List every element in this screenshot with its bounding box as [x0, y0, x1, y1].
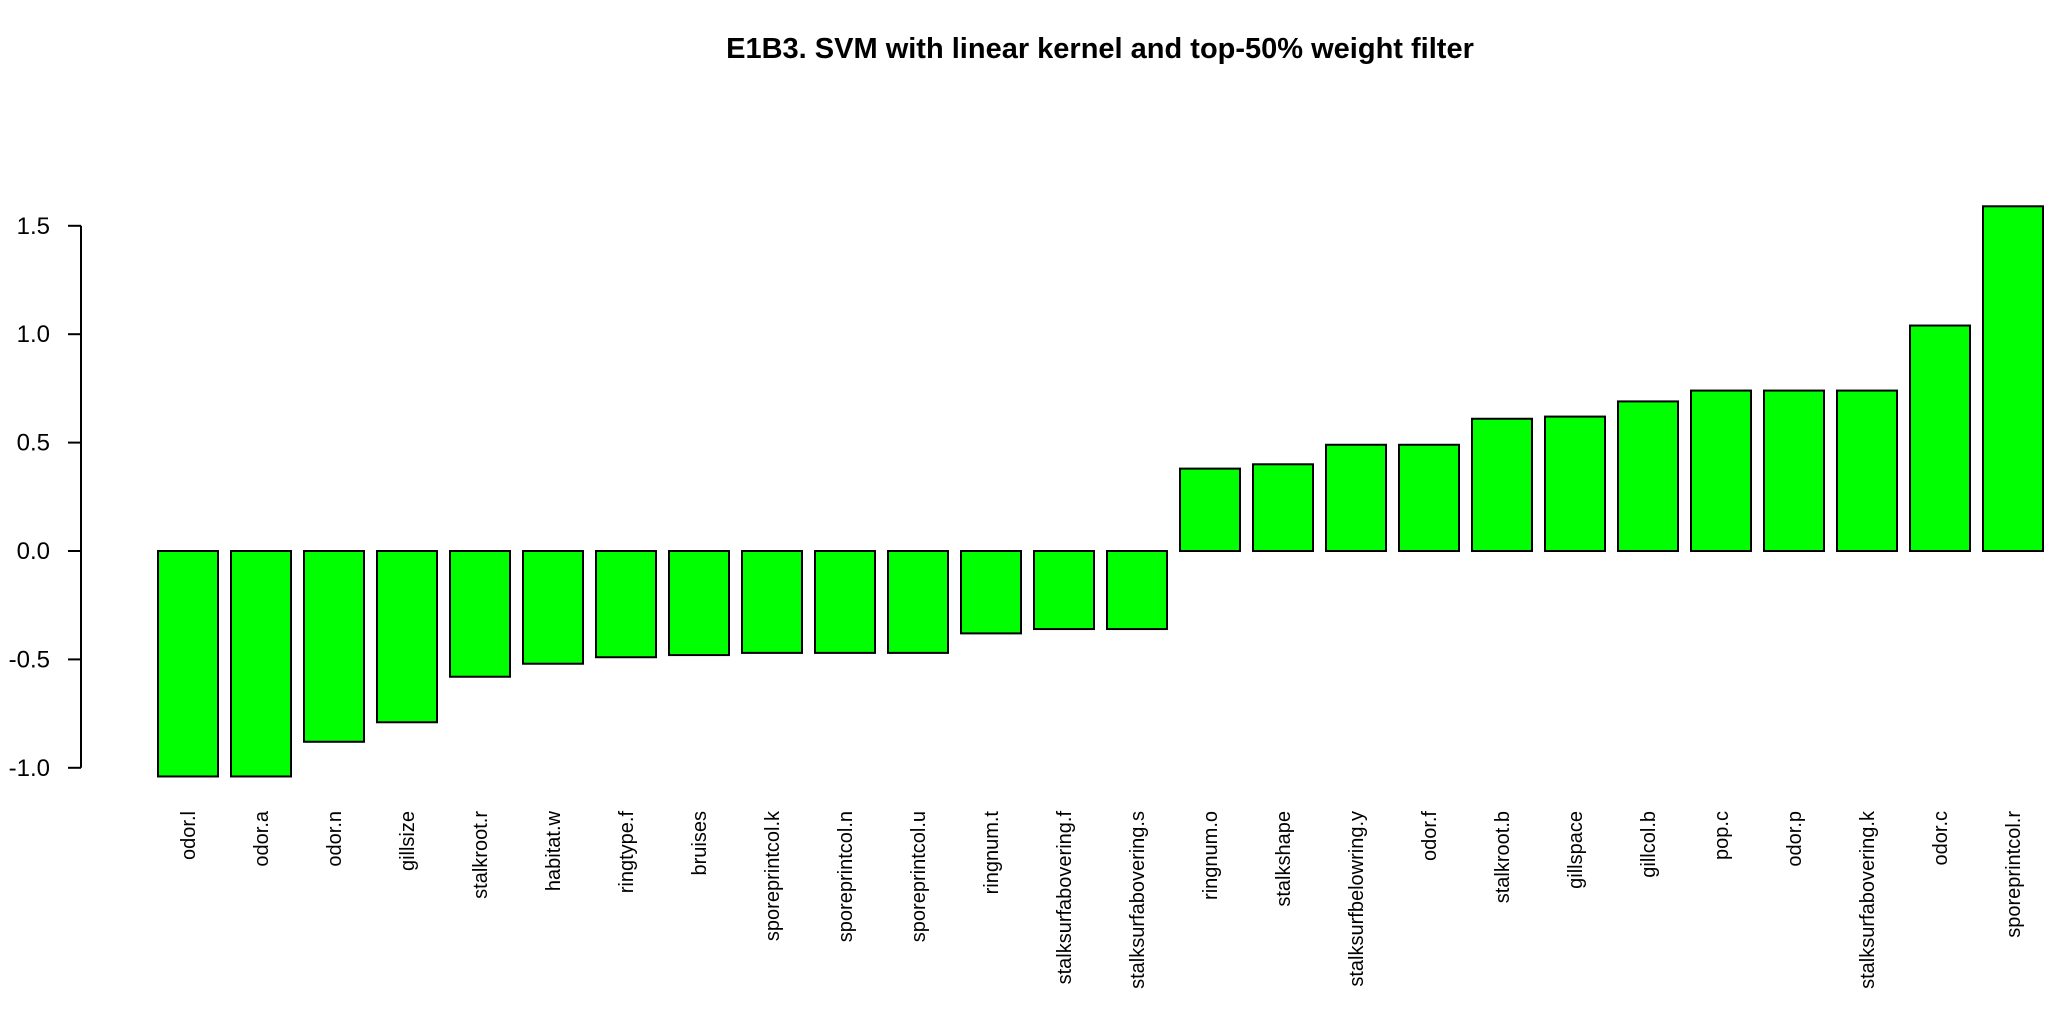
bar-gillsize — [376, 550, 438, 724]
y-tick-label: 1.5 — [17, 213, 50, 240]
chart-title: E1B3. SVM with linear kernel and top-50%… — [726, 33, 1474, 65]
bar-stalksurfabovering.s — [1106, 550, 1168, 631]
bar-odor.c — [1909, 324, 1971, 553]
bar-stalkroot.b — [1471, 417, 1533, 553]
category-label: ringnum.o — [1200, 811, 1222, 900]
bar-sporeprintcol.u — [887, 550, 949, 654]
category-label: ringnum.t — [981, 811, 1003, 895]
category-label: stalkroot.b — [1492, 811, 1514, 903]
bar-pop.c — [1690, 389, 1752, 552]
bar-stalksurfbelowring.y — [1325, 443, 1387, 553]
y-tick-label: 0.5 — [17, 430, 50, 457]
category-label: gillcol.b — [1638, 811, 1660, 878]
bar-gillcol.b — [1617, 400, 1679, 552]
bar-stalkshape — [1252, 463, 1314, 552]
bars — [157, 205, 2044, 778]
category-label: gillsize — [397, 811, 419, 871]
category-label: sporeprintcol.r — [2003, 811, 2025, 938]
category-label: odor.c — [1930, 811, 1952, 865]
bar-odor.f — [1398, 443, 1460, 553]
category-label: gillspace — [1565, 811, 1587, 889]
category-label: stalksurfabovering.s — [1127, 811, 1149, 989]
bar-stalksurfabovering.k — [1836, 389, 1898, 552]
category-label: stalksurfbelowring.y — [1346, 811, 1368, 987]
category-label: stalksurfabovering.f — [1054, 811, 1076, 985]
bar-sporeprintcol.r — [1982, 205, 2044, 552]
category-label: stalkshape — [1273, 811, 1295, 907]
category-label: stalkroot.r — [470, 811, 492, 899]
category-label: odor.p — [1784, 811, 1806, 867]
category-label: odor.l — [178, 811, 200, 860]
bar-stalkroot.r — [449, 550, 511, 678]
y-tick-label: -0.5 — [9, 646, 50, 673]
bar-habitat.w — [522, 550, 584, 665]
bar-sporeprintcol.n — [814, 550, 876, 654]
category-label: habitat.w — [543, 810, 565, 891]
bar-sporeprintcol.k — [741, 550, 803, 654]
y-tick-label: 1.0 — [17, 321, 50, 348]
bar-bruises — [668, 550, 730, 657]
category-label: odor.n — [324, 811, 346, 867]
y-tick-label: -1.0 — [9, 755, 50, 782]
category-label: odor.f — [1419, 811, 1441, 861]
category-label: odor.a — [251, 810, 273, 866]
bar-odor.l — [157, 550, 219, 778]
bar-ringnum.t — [960, 550, 1022, 635]
category-label: sporeprintcol.n — [835, 811, 857, 942]
y-axis: -1.0 -0.5 0.0 0.5 1.0 1.5 — [9, 213, 82, 782]
category-label: bruises — [689, 811, 711, 875]
category-label: ringtype.f — [616, 811, 638, 894]
bar-odor.a — [230, 550, 292, 778]
category-label: sporeprintcol.k — [762, 810, 784, 941]
category-label: sporeprintcol.u — [908, 811, 930, 942]
bar-gillspace — [1544, 415, 1606, 553]
bar-odor.n — [303, 550, 365, 743]
category-label: stalksurfabovering.k — [1857, 810, 1879, 989]
category-label: pop.c — [1711, 811, 1733, 860]
bar-ringtype.f — [595, 550, 657, 659]
bar-stalksurfabovering.f — [1033, 550, 1095, 631]
bar-odor.p — [1763, 389, 1825, 552]
category-labels: odor.l odor.a odor.n gillsize stalkroot.r hab… — [178, 810, 2025, 989]
bar-ringnum.o — [1179, 467, 1241, 552]
y-tick-label: 0.0 — [17, 538, 50, 565]
